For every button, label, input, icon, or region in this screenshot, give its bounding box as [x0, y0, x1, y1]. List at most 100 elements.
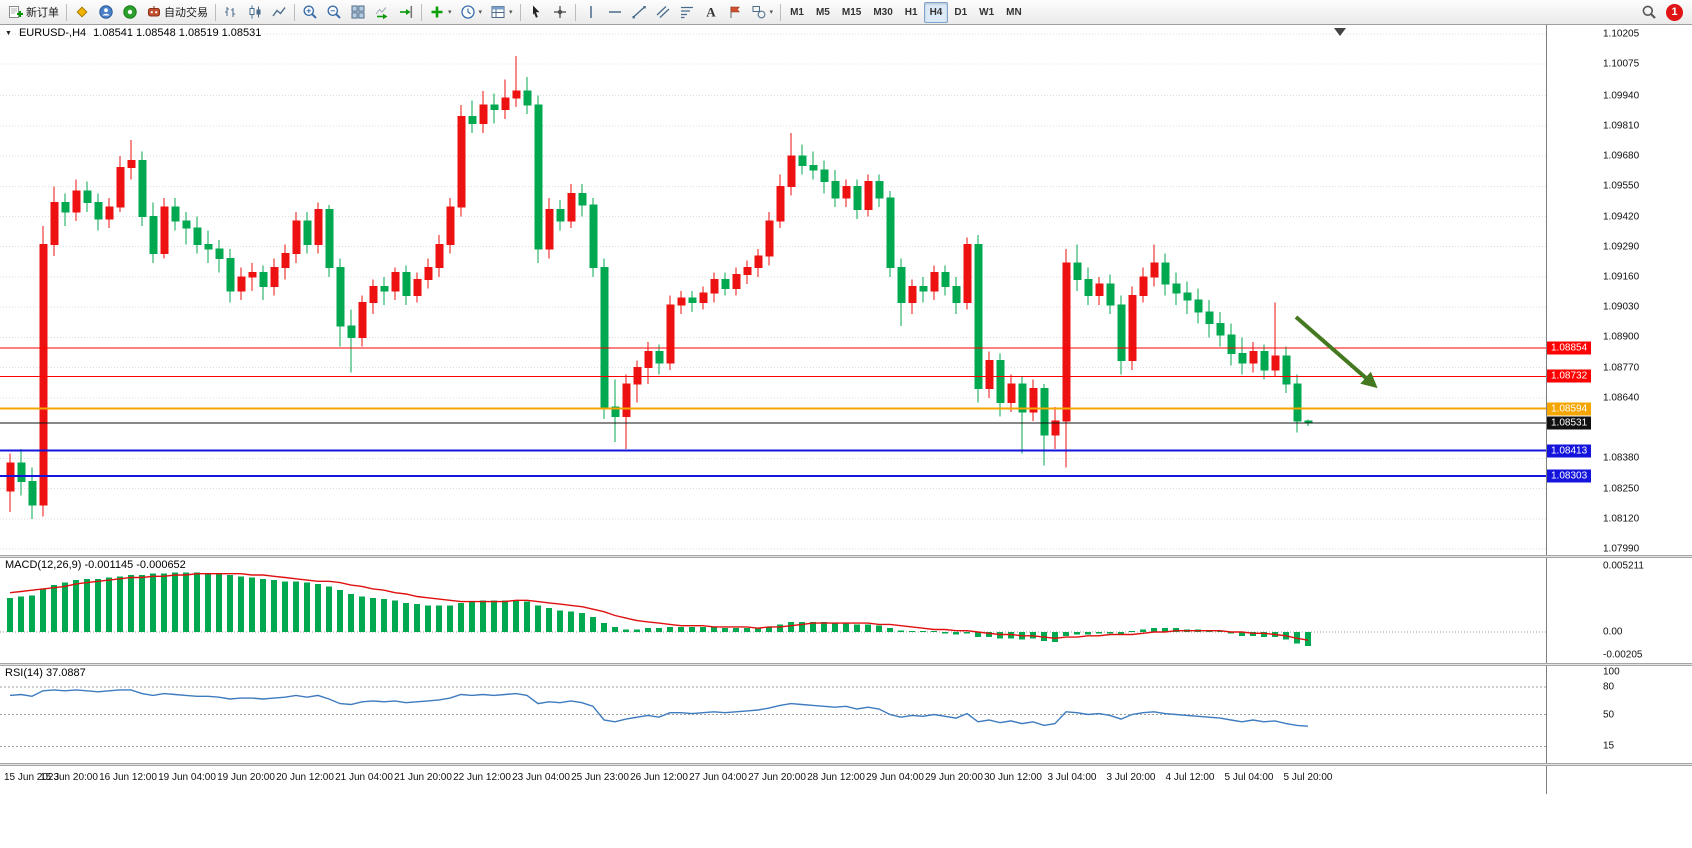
candle — [1271, 355, 1280, 371]
macd-bar — [865, 624, 871, 632]
auto-trading-button[interactable]: 自动交易 — [142, 2, 212, 23]
macd-bar — [227, 575, 233, 632]
templates-button[interactable]: ▾ — [486, 2, 517, 23]
rsi-label: RSI(14) 37.0887 — [5, 667, 86, 679]
trend-arrow-annotation[interactable] — [1294, 315, 1378, 389]
timeframe-m15-button[interactable]: M15 — [836, 2, 867, 23]
candle — [798, 155, 807, 166]
fibonacci-button[interactable] — [675, 2, 699, 23]
new-order-button[interactable]: 新订单 — [4, 2, 63, 23]
time-axis-label: 15 Jun 20:00 — [40, 772, 98, 783]
timeframe-w1-label: W1 — [979, 6, 995, 18]
search-button[interactable] — [1637, 2, 1661, 23]
macd-bar — [84, 578, 90, 632]
time-axis-label: 3 Jul 20:00 — [1106, 772, 1156, 783]
zoom-out-icon — [326, 4, 342, 20]
vertical-line-button[interactable] — [579, 2, 603, 23]
price-chart-pane[interactable]: ▼ EURUSD-,H4 1.08541 1.08548 1.08519 1.0… — [0, 25, 1546, 555]
indicators-button[interactable]: ▾ — [425, 2, 456, 23]
macd-bar — [557, 610, 563, 632]
price-axis-label: 1.08250 — [1603, 483, 1640, 495]
rsi-pane[interactable]: RSI(14) 37.0887 — [0, 666, 1546, 763]
macd-axis: 0.005211 0.00 -0.00205 — [1546, 558, 1691, 663]
macd-bar — [359, 596, 365, 632]
timeframe-h1-button[interactable]: H1 — [899, 2, 924, 23]
profile-button[interactable] — [94, 2, 118, 23]
macd-bar — [590, 616, 596, 632]
zoom-in-button[interactable] — [298, 2, 322, 23]
time-axis-label: 4 Jul 12:00 — [1165, 772, 1215, 783]
macd-bar — [810, 621, 816, 632]
trendline-button[interactable] — [627, 2, 651, 23]
macd-bar — [348, 594, 354, 632]
timeframe-m1-button[interactable]: M1 — [784, 2, 810, 23]
macd-signal-line — [9, 572, 1309, 641]
equidistant-channel-button[interactable] — [651, 2, 675, 23]
macd-bar — [667, 626, 673, 632]
timeframe-m1-label: M1 — [790, 6, 804, 18]
candle — [303, 220, 312, 245]
data-window-button[interactable] — [118, 2, 142, 23]
candle — [908, 285, 917, 304]
timeframe-mn-button[interactable]: MN — [1000, 2, 1028, 23]
candle — [193, 227, 202, 245]
pane-separator[interactable] — [0, 763, 1692, 766]
timeframe-w1-button[interactable]: W1 — [973, 2, 1000, 23]
candle — [1084, 278, 1093, 297]
candle — [1216, 322, 1225, 336]
chart-shift-marker[interactable] — [1334, 28, 1346, 36]
macd-bar — [1063, 632, 1069, 636]
chevron-down-icon[interactable]: ▼ — [5, 29, 12, 37]
periods-button[interactable]: ▾ — [456, 2, 487, 23]
candle — [875, 181, 884, 199]
time-axis-label: 19 Jun 20:00 — [217, 772, 275, 783]
macd-bar — [161, 573, 167, 632]
candlestick-chart-button[interactable] — [243, 2, 267, 23]
candle — [1062, 262, 1071, 422]
time-axis-label: 5 Jul 04:00 — [1224, 772, 1274, 783]
market-watch-button[interactable] — [70, 2, 94, 23]
notification-badge[interactable]: 1 — [1666, 3, 1683, 21]
arrows-button[interactable]: ▾ — [747, 2, 778, 23]
zoom-out-button[interactable] — [322, 2, 346, 23]
line-chart-button[interactable] — [267, 2, 291, 23]
candle — [886, 197, 895, 269]
toolbar-separator — [215, 3, 216, 21]
toolbar-separator — [66, 3, 67, 21]
time-axis-label: 5 Jul 20:00 — [1283, 772, 1333, 783]
candle — [754, 255, 763, 269]
auto-scroll-button[interactable] — [370, 2, 394, 23]
candle — [1139, 276, 1148, 297]
crosshair-button[interactable] — [548, 2, 572, 23]
tile-windows-button[interactable] — [346, 2, 370, 23]
candle — [732, 274, 741, 290]
auto-scroll-icon — [374, 4, 390, 20]
candle — [699, 292, 708, 304]
chart-shift-button[interactable] — [394, 2, 418, 23]
candle — [1040, 388, 1049, 436]
pane-separator[interactable] — [0, 663, 1692, 666]
macd-bar — [1162, 628, 1168, 632]
macd-pane[interactable]: MACD(12,26,9) -0.001145 -0.000652 — [0, 558, 1546, 663]
text-button[interactable]: A — [699, 2, 723, 23]
timeframe-m30-button[interactable]: M30 — [867, 2, 898, 23]
candle — [864, 181, 873, 211]
macd-bar — [205, 573, 211, 632]
rsi-axis-label: 15 — [1603, 740, 1615, 752]
cursor-button[interactable] — [524, 2, 548, 23]
timeframe-m5-button[interactable]: M5 — [810, 2, 836, 23]
text-label-button[interactable] — [723, 2, 747, 23]
timeframe-h4-button[interactable]: H4 — [923, 1, 949, 23]
macd-axis-label: -0.00205 — [1603, 649, 1643, 661]
pane-separator[interactable] — [0, 555, 1692, 558]
timeframe-d1-button[interactable]: D1 — [948, 2, 973, 23]
candle — [391, 271, 400, 292]
time-axis[interactable]: 15 Jun 2023 15 Jun 20:00 16 Jun 12:00 19 Ju… — [0, 766, 1546, 794]
horizontal-line-button[interactable] — [603, 2, 627, 23]
candle — [996, 360, 1005, 404]
macd-bar — [1305, 632, 1311, 646]
chart-shift-icon — [398, 4, 414, 20]
candle — [446, 206, 455, 245]
chevron-down-icon: ▾ — [509, 9, 513, 16]
bar-chart-button[interactable] — [219, 2, 243, 23]
